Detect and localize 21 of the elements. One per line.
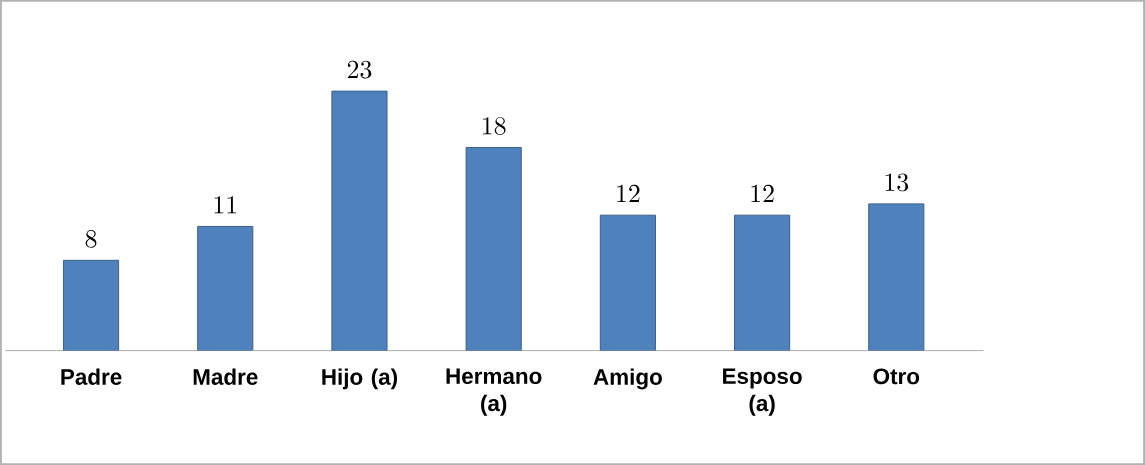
x-tick-label: Otro — [873, 368, 920, 385]
data-label: 8 — [85, 229, 97, 248]
bar — [197, 225, 254, 351]
x-tick-label: Padre — [61, 368, 122, 385]
bar — [734, 214, 791, 351]
bar — [63, 259, 120, 351]
data-label: 12 — [751, 184, 774, 203]
bar — [599, 214, 656, 351]
bar — [868, 203, 925, 351]
data-label: 12 — [617, 184, 640, 203]
x-tick-label: Madre — [193, 368, 258, 385]
data-label: 23 — [347, 60, 372, 79]
bar — [331, 90, 388, 351]
bar — [465, 146, 522, 351]
x-tick-label: Esposo (a) — [723, 368, 802, 416]
data-label: 18 — [483, 117, 506, 135]
x-tick-label: Hijo (a) — [322, 368, 398, 390]
x-tick-label: Hermano (a) — [446, 368, 542, 416]
x-tick-label: Amigo — [593, 368, 662, 390]
data-label: 13 — [885, 173, 909, 192]
data-label: 11 — [214, 196, 237, 214]
